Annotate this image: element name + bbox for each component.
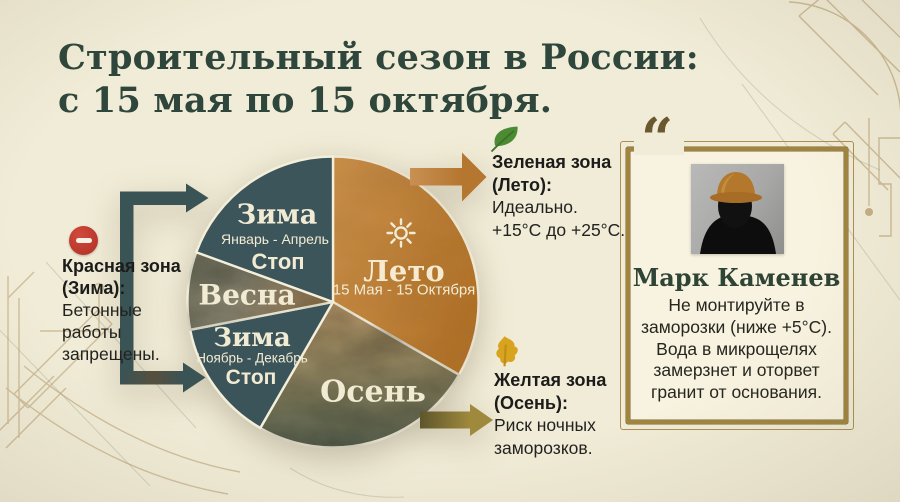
sun-icon [386, 218, 416, 248]
yellow-zone-line: заморозков. [494, 437, 593, 458]
red-zone-line: работы [62, 322, 122, 342]
red-zone-block: Красная зона (Зима): Бетонные работы зап… [62, 255, 181, 365]
red-zone-line: Бетонные [62, 300, 142, 320]
green-zone-subheading: (Лето): [492, 174, 552, 195]
pie-slice-winter-nov-dec [189, 300, 335, 430]
quote-line: Вода в микрощелях [656, 338, 817, 359]
yellow-zone-subheading: (Осень): [494, 392, 568, 413]
quote-line: гранит от основания. [651, 382, 822, 403]
pie-note-winter2: Стоп [225, 366, 277, 389]
yellow-zone-heading: Желтая зона [494, 370, 607, 390]
pie-slice-autumn [259, 300, 461, 449]
title-line-2: с 15 мая по 15 октября. [58, 80, 553, 121]
summer-arrow [410, 152, 487, 202]
green-zone-block: Зеленая зона (Лето): Идеально. +15°C до … [492, 151, 625, 241]
quote-line: замерзнет и оторвет [653, 360, 820, 381]
green-zone-line: Идеально. [492, 197, 578, 217]
pie-slice-summer [331, 155, 480, 376]
red-zone-bracket-arrow [120, 183, 209, 393]
quote-line: заморозки (ниже +5°C). [641, 316, 832, 337]
autumn-arrow [420, 404, 493, 436]
title-line-1: Строительный сезон в России: [58, 37, 699, 78]
quote-mark-icon: “ [641, 106, 674, 172]
pie-slices [186, 155, 480, 449]
yellow-leaf-icon [490, 332, 523, 375]
no-entry-minus-bar [75, 238, 92, 243]
pie-label-winter1: Зима [236, 199, 318, 231]
decor-bottomleft [0, 271, 241, 495]
pie-label-spring: Весна [198, 278, 296, 312]
pie-note-winter1: Стоп [251, 249, 305, 274]
no-entry-icon [69, 226, 98, 255]
pie-slice-winter-jan-apr [195, 155, 335, 304]
red-zone-heading: Красная зона [62, 256, 181, 276]
green-leaf-icon [489, 124, 521, 159]
red-zone-line: запрещены. [62, 344, 160, 364]
expert-name: Марк Каменев [632, 263, 841, 292]
pie-sublabel-summer: 15 Мая - 15 Октября [332, 281, 476, 299]
expert-photo [691, 164, 784, 254]
quote-line: Не монтируйте в [668, 295, 805, 315]
pie-label-summer: Лето [363, 254, 445, 288]
green-zone-heading: Зеленая зона [492, 152, 612, 172]
pie-sublabel-winter1: Январь - Апрель [221, 231, 329, 247]
worker-silhouette-icon [700, 172, 776, 254]
expert-quote: Не монтируйте в заморозки (ниже +5°C). В… [629, 295, 844, 404]
pie-sublabel-winter2: Ноябрь - Декабрь [196, 350, 308, 366]
red-zone-subheading: (Зима): [62, 278, 126, 298]
decor-dot [865, 208, 873, 216]
yellow-zone-line: Риск ночных [494, 415, 596, 435]
page-title: Строительный сезон в России: с 15 мая по… [58, 36, 699, 122]
yellow-zone-block: Желтая зона (Осень): Риск ночных замороз… [494, 369, 606, 459]
pie-label-winter2: Зима [213, 323, 291, 353]
decor-topright [788, 0, 900, 237]
green-zone-line: +15°C до +25°C. [492, 219, 626, 240]
pie-label-autumn: Осень [320, 374, 426, 410]
quote-mark-backplate [634, 137, 684, 155]
